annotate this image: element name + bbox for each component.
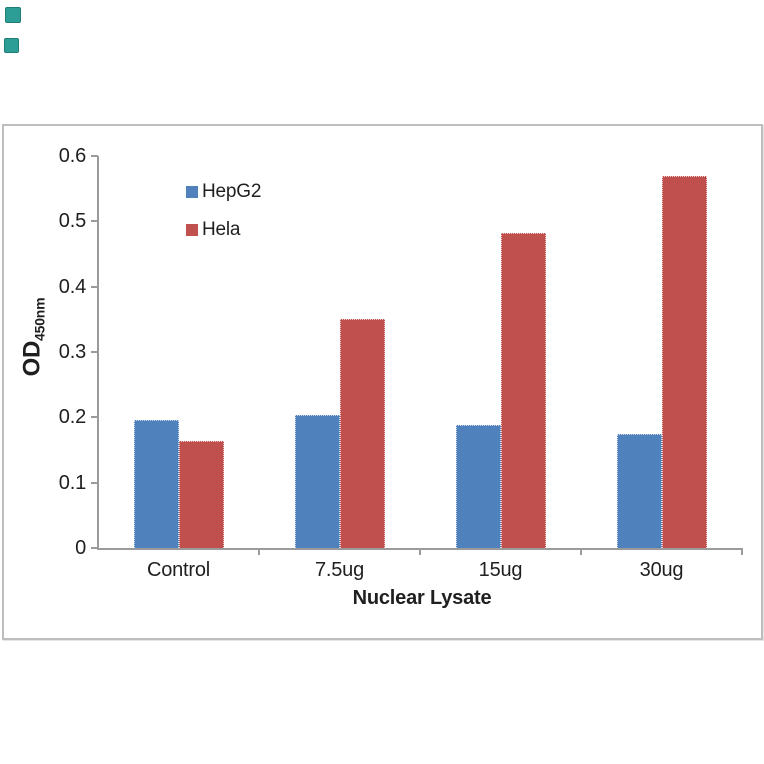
bar-hepg2-control — [133, 419, 179, 548]
x-tick-mark-4 — [741, 548, 743, 555]
legend-label-hela: Hela — [202, 218, 241, 240]
y-tick-mark-0.5 — [91, 220, 98, 223]
y-axis-line — [97, 156, 99, 549]
bar-hepg2-30ug — [616, 433, 662, 548]
x-tick-mark-1 — [258, 548, 260, 555]
y-tick-label-0.5: 0.5 — [58, 210, 86, 233]
teal-bullet-icon — [5, 7, 21, 23]
bar-hela-15ug — [500, 233, 546, 548]
y-tick-label-0: 0 — [75, 537, 86, 559]
bar-hela-control — [178, 440, 224, 548]
legend-entry-hepg2: HepG2 — [186, 180, 261, 203]
x-category-label-15ug: 15ug — [478, 559, 523, 581]
y-tick-mark-0 — [91, 547, 98, 549]
x-tick-mark-3 — [580, 548, 582, 555]
legend-entry-hela: Hela — [186, 218, 261, 241]
y-tick-mark-0.3 — [91, 351, 98, 353]
x-axis-title: Nuclear Lysate — [352, 587, 492, 609]
y-tick-mark-0.6 — [91, 155, 98, 157]
x-category-label-control: Control — [146, 559, 211, 581]
legend: HepG2 Hela — [186, 180, 261, 256]
bar-hepg2-7.5ug — [294, 415, 340, 548]
y-tick-label-0.6: 0.6 — [58, 145, 86, 167]
y-tick-mark-0.2 — [91, 416, 98, 419]
y-tick-label-0.4: 0.4 — [58, 275, 86, 298]
teal-bullet-icon — [4, 38, 19, 53]
legend-swatch-icon — [186, 223, 198, 236]
x-tick-mark-2 — [419, 548, 421, 555]
y-tick-label-0.3: 0.3 — [58, 341, 86, 363]
bar-hepg2-15ug — [455, 425, 501, 548]
y-axis-title-subscript: 450nm — [31, 297, 48, 341]
legend-label-hepg2: HepG2 — [202, 180, 262, 202]
y-tick-mark-0.1 — [91, 481, 98, 484]
x-category-label-7.5ug: 7.5ug — [314, 559, 365, 581]
bar-hela-7.5ug — [339, 318, 385, 548]
legend-swatch-icon — [186, 185, 198, 198]
x-category-label-30ug: 30ug — [639, 559, 684, 581]
y-tick-label-0.2: 0.2 — [58, 406, 86, 429]
y-tick-label-0.1: 0.1 — [58, 471, 86, 494]
bar-hela-30ug — [661, 175, 707, 548]
y-axis-title: OD450nm — [19, 298, 48, 377]
y-tick-mark-0.4 — [91, 285, 98, 288]
